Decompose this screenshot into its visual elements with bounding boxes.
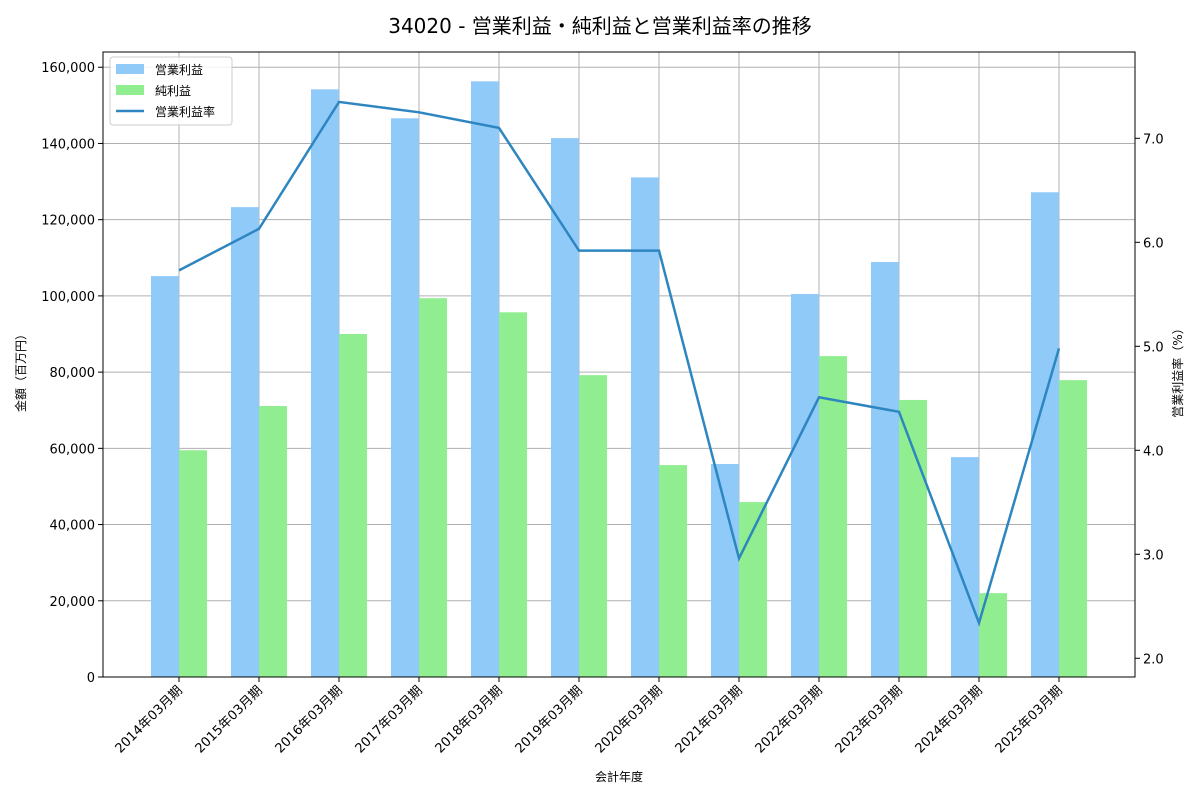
bar-net-profit xyxy=(899,399,927,677)
y-right-tick-label: 7.0 xyxy=(1143,132,1164,147)
x-tick-label: 2021年03月期 xyxy=(673,683,746,756)
chart-title: 34020 - 営業利益・純利益と営業利益率の推移 xyxy=(388,14,812,38)
legend-label-net-profit: 純利益 xyxy=(155,84,191,98)
x-tick-label: 2020年03月期 xyxy=(593,683,666,756)
x-axis-label: 会計年度 xyxy=(595,769,643,784)
bar-net-profit xyxy=(419,298,447,677)
y-right-tick-label: 6.0 xyxy=(1143,236,1164,251)
x-tick-label: 2023年03月期 xyxy=(833,683,906,756)
y-tick-label: 60,000 xyxy=(50,442,96,457)
bar-operating-profit xyxy=(631,177,659,677)
legend-swatch-net-profit xyxy=(116,85,144,95)
legend: 営業利益 純利益 営業利益率 xyxy=(109,56,233,126)
bars xyxy=(151,81,1087,678)
y-tick-label: 100,000 xyxy=(41,290,95,305)
margin-line xyxy=(178,100,1061,627)
y-right-tick-label: 2.0 xyxy=(1143,652,1164,667)
y-tick-label: 0 xyxy=(87,671,95,686)
bar-net-profit xyxy=(499,312,527,677)
bar-net-profit xyxy=(659,465,687,677)
legend-label-operating-profit: 営業利益 xyxy=(155,63,203,77)
legend-label-margin: 営業利益率 xyxy=(155,104,215,119)
bar-operating-profit xyxy=(231,207,259,678)
bar-net-profit xyxy=(339,334,367,677)
x-tick-label: 2018年03月期 xyxy=(433,683,506,756)
bar-operating-profit xyxy=(391,118,419,677)
y-axis-left-label: 金額（百万円） xyxy=(13,328,28,412)
bar-net-profit xyxy=(819,356,847,677)
bar-operating-profit xyxy=(311,89,339,678)
x-tick-label: 2017年03月期 xyxy=(353,683,426,756)
bar-operating-profit xyxy=(711,463,739,677)
x-tick-label: 2016年03月期 xyxy=(273,683,346,756)
y-tick-label: 160,000 xyxy=(41,61,95,76)
y-right-tick-label: 3.0 xyxy=(1143,548,1164,563)
x-axis: 2014年03月期 2015年03月期 2016年03月期 2017年03月期 2018… xyxy=(113,677,1066,757)
bar-operating-profit xyxy=(151,276,179,677)
bar-operating-profit xyxy=(551,138,579,677)
bar-operating-profit xyxy=(951,457,979,677)
bar-net-profit xyxy=(179,450,207,677)
y-axis-left: 0 20,000 40,000 60,000 80,000 100,000 120,000 1… xyxy=(41,61,103,686)
y-right-tick-label: 5.0 xyxy=(1143,340,1164,355)
y-tick-label: 20,000 xyxy=(50,595,96,610)
x-tick-label: 2019年03月期 xyxy=(513,683,586,756)
x-tick-label: 2014年03月期 xyxy=(113,683,186,756)
y-tick-label: 140,000 xyxy=(41,137,95,152)
bar-operating-profit xyxy=(871,261,899,677)
y-tick-label: 80,000 xyxy=(50,366,96,381)
y-tick-label: 40,000 xyxy=(50,519,96,534)
x-tick-label: 2015年03月期 xyxy=(193,683,266,756)
bar-operating-profit xyxy=(471,81,499,678)
bar-net-profit xyxy=(579,375,607,677)
bar-net-profit xyxy=(259,406,287,677)
y-axis-right-label: 営業利益率（%） xyxy=(1170,322,1185,417)
bar-operating-profit xyxy=(791,293,819,677)
bar-operating-profit xyxy=(1031,192,1059,677)
legend-swatch-operating-profit xyxy=(116,64,144,74)
x-tick-label: 2025年03月期 xyxy=(993,683,1066,756)
y-axis-right: 2.0 3.0 4.0 5.0 6.0 7.0 xyxy=(1135,132,1164,667)
y-tick-label: 120,000 xyxy=(41,214,95,229)
x-tick-label: 2024年03月期 xyxy=(913,683,986,756)
bar-net-profit xyxy=(1059,380,1087,677)
y-right-tick-label: 4.0 xyxy=(1143,444,1164,459)
plot-frame xyxy=(102,51,1136,678)
x-tick-label: 2022年03月期 xyxy=(753,683,826,756)
